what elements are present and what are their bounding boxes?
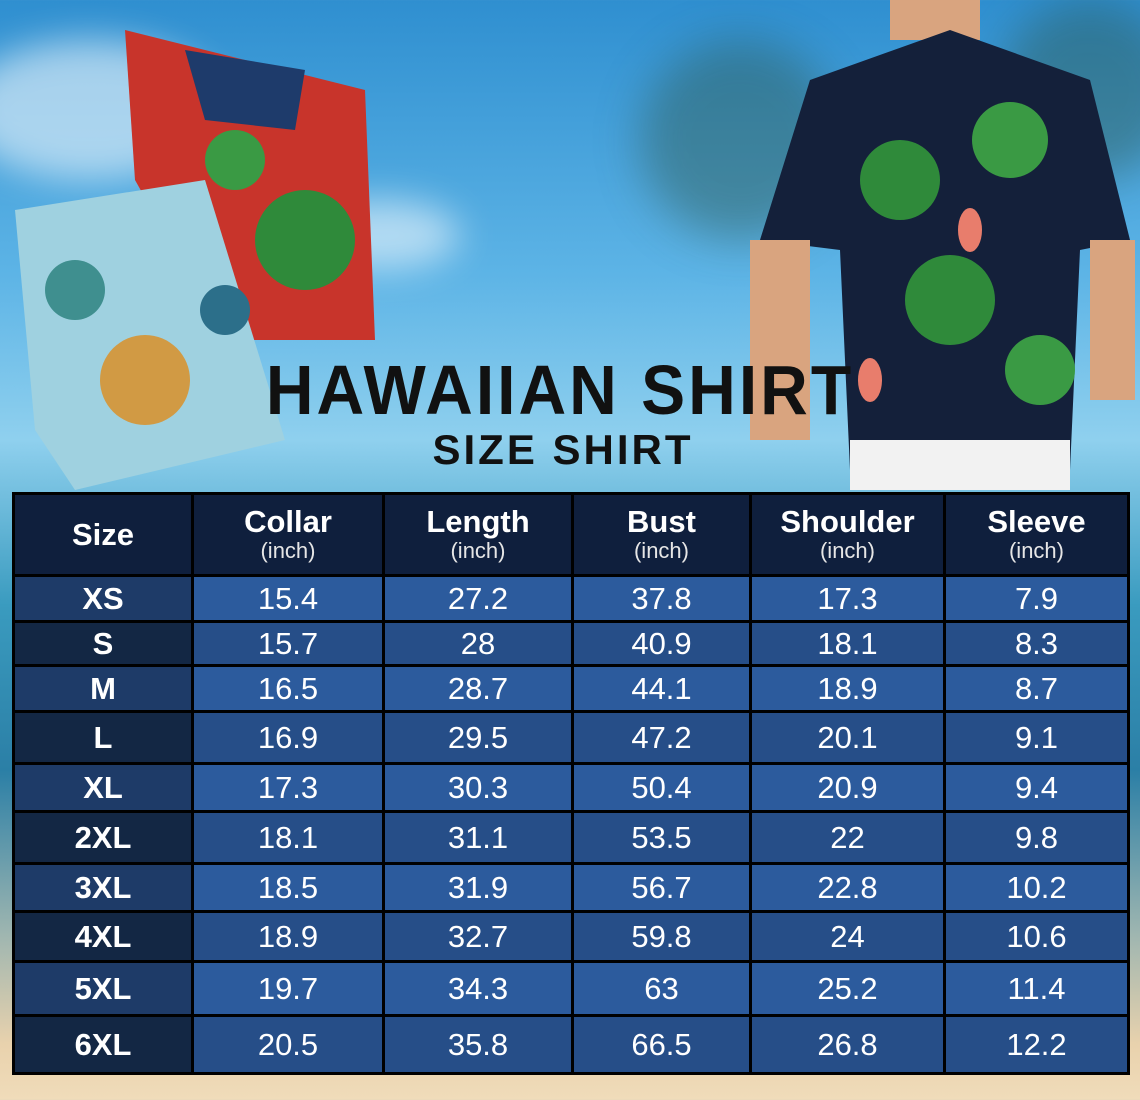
size-cell: XS bbox=[12, 574, 194, 623]
value-cell: 63 bbox=[571, 960, 752, 1017]
value-cell: 53.5 bbox=[571, 810, 752, 865]
size-cell: 6XL bbox=[12, 1014, 194, 1075]
size-cell: S bbox=[12, 620, 194, 667]
value-cell: 31.9 bbox=[382, 862, 574, 913]
size-cell: 3XL bbox=[12, 862, 194, 913]
header-size: Size bbox=[12, 492, 194, 577]
value-cell: 8.3 bbox=[943, 620, 1130, 667]
value-cell: 29.5 bbox=[382, 710, 574, 765]
value-cell: 11.4 bbox=[943, 960, 1130, 1017]
value-cell: 31.1 bbox=[382, 810, 574, 865]
value-cell: 28.7 bbox=[382, 664, 574, 713]
header-bust: Bust (inch) bbox=[571, 492, 752, 577]
table-row: 2XL 18.1 31.1 53.5 22 9.8 bbox=[12, 810, 1130, 865]
folded-shirts-image bbox=[15, 30, 375, 490]
value-cell: 18.5 bbox=[191, 862, 385, 913]
value-cell: 18.9 bbox=[191, 910, 385, 963]
value-cell: 9.1 bbox=[943, 710, 1130, 765]
value-cell: 12.2 bbox=[943, 1014, 1130, 1075]
value-cell: 30.3 bbox=[382, 762, 574, 813]
value-cell: 10.6 bbox=[943, 910, 1130, 963]
value-cell: 28 bbox=[382, 620, 574, 667]
size-chart-table: Size Collar (inch) Length (inch) Bust (inch… bbox=[12, 492, 1130, 1075]
value-cell: 20.9 bbox=[749, 762, 946, 813]
model-shirt-image bbox=[750, 0, 1135, 490]
header-sleeve: Sleeve (inch) bbox=[943, 492, 1130, 577]
value-cell: 40.9 bbox=[571, 620, 752, 667]
value-cell: 50.4 bbox=[571, 762, 752, 813]
header-collar: Collar (inch) bbox=[191, 492, 385, 577]
size-cell: 4XL bbox=[12, 910, 194, 963]
table-header-row: Size Collar (inch) Length (inch) Bust (inch… bbox=[12, 492, 1130, 577]
value-cell: 9.4 bbox=[943, 762, 1130, 813]
table-row: XL 17.3 30.3 50.4 20.9 9.4 bbox=[12, 762, 1130, 813]
value-cell: 15.4 bbox=[191, 574, 385, 623]
size-cell: 5XL bbox=[12, 960, 194, 1017]
value-cell: 18.1 bbox=[749, 620, 946, 667]
value-cell: 34.3 bbox=[382, 960, 574, 1017]
value-cell: 25.2 bbox=[749, 960, 946, 1017]
value-cell: 44.1 bbox=[571, 664, 752, 713]
value-cell: 47.2 bbox=[571, 710, 752, 765]
table-row: L 16.9 29.5 47.2 20.1 9.1 bbox=[12, 710, 1130, 765]
value-cell: 22 bbox=[749, 810, 946, 865]
value-cell: 8.7 bbox=[943, 664, 1130, 713]
value-cell: 7.9 bbox=[943, 574, 1130, 623]
value-cell: 22.8 bbox=[749, 862, 946, 913]
page-subtitle: SIZE SHIRT bbox=[432, 426, 694, 473]
table-row: 6XL 20.5 35.8 66.5 26.8 12.2 bbox=[12, 1014, 1130, 1075]
value-cell: 24 bbox=[749, 910, 946, 963]
value-cell: 26.8 bbox=[749, 1014, 946, 1075]
value-cell: 16.5 bbox=[191, 664, 385, 713]
value-cell: 27.2 bbox=[382, 574, 574, 623]
value-cell: 15.7 bbox=[191, 620, 385, 667]
table-row: M 16.5 28.7 44.1 18.9 8.7 bbox=[12, 664, 1130, 713]
page-title: HAWAIIAN SHIRT bbox=[265, 351, 855, 429]
value-cell: 9.8 bbox=[943, 810, 1130, 865]
size-cell: M bbox=[12, 664, 194, 713]
header-shoulder: Shoulder (inch) bbox=[749, 492, 946, 577]
value-cell: 18.1 bbox=[191, 810, 385, 865]
value-cell: 19.7 bbox=[191, 960, 385, 1017]
value-cell: 35.8 bbox=[382, 1014, 574, 1075]
value-cell: 56.7 bbox=[571, 862, 752, 913]
table-row: S 15.7 28 40.9 18.1 8.3 bbox=[12, 620, 1130, 667]
table-row: 4XL 18.9 32.7 59.8 24 10.6 bbox=[12, 910, 1130, 963]
value-cell: 20.5 bbox=[191, 1014, 385, 1075]
size-cell: L bbox=[12, 710, 194, 765]
value-cell: 17.3 bbox=[749, 574, 946, 623]
value-cell: 10.2 bbox=[943, 862, 1130, 913]
value-cell: 32.7 bbox=[382, 910, 574, 963]
table-row: 3XL 18.5 31.9 56.7 22.8 10.2 bbox=[12, 862, 1130, 913]
size-cell: 2XL bbox=[12, 810, 194, 865]
table-row: 5XL 19.7 34.3 63 25.2 11.4 bbox=[12, 960, 1130, 1017]
header-length: Length (inch) bbox=[382, 492, 574, 577]
value-cell: 59.8 bbox=[571, 910, 752, 963]
table-row: XS 15.4 27.2 37.8 17.3 7.9 bbox=[12, 574, 1130, 623]
value-cell: 18.9 bbox=[749, 664, 946, 713]
value-cell: 37.8 bbox=[571, 574, 752, 623]
value-cell: 20.1 bbox=[749, 710, 946, 765]
value-cell: 66.5 bbox=[571, 1014, 752, 1075]
value-cell: 17.3 bbox=[191, 762, 385, 813]
value-cell: 16.9 bbox=[191, 710, 385, 765]
size-cell: XL bbox=[12, 762, 194, 813]
